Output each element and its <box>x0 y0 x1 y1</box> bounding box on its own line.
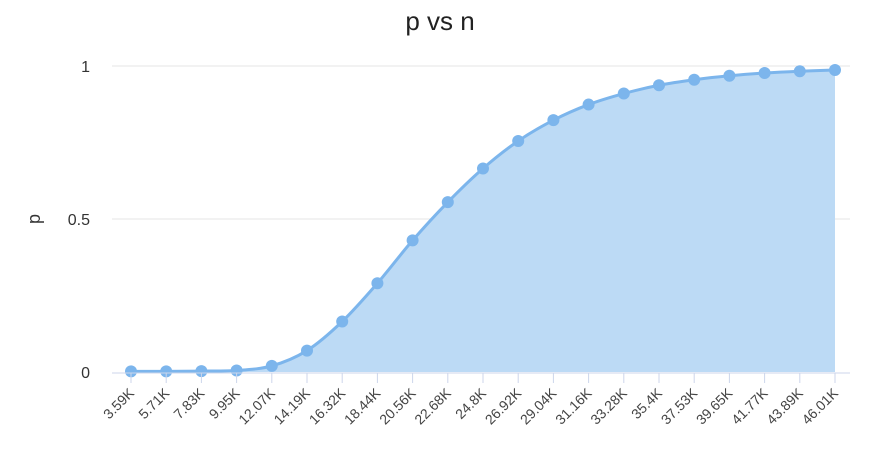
x-tick-label-5: 14.19K <box>270 384 313 427</box>
data-point-16[interactable] <box>688 73 701 86</box>
x-tick-label-6: 16.32K <box>306 384 349 427</box>
y-tick-label-1: 0.5 <box>68 212 90 229</box>
x-tick-label-7: 18.44K <box>341 384 384 427</box>
data-point-12[interactable] <box>547 114 560 127</box>
x-tick-label-2: 7.83K <box>170 384 208 422</box>
y-axis-label: p <box>24 214 44 224</box>
y-axis-ticks: 00.51 <box>68 59 90 382</box>
x-tick-label-17: 39.65K <box>693 384 736 427</box>
data-point-10[interactable] <box>477 162 489 175</box>
x-axis-ticks: 3.59K5.71K7.83K9.95K12.07K14.19K16.32K18… <box>100 373 842 427</box>
data-point-8[interactable] <box>406 234 419 247</box>
data-point-9[interactable] <box>441 196 454 209</box>
chart-title: p vs n <box>405 6 474 36</box>
y-tick-label-2: 1 <box>81 59 90 76</box>
x-tick-label-0: 3.59K <box>100 384 138 422</box>
x-tick-label-4: 12.07K <box>235 384 278 427</box>
y-tick-label-0: 0 <box>81 365 90 382</box>
x-tick-label-14: 33.28K <box>587 384 630 427</box>
data-point-1[interactable] <box>160 365 173 378</box>
data-point-7[interactable] <box>371 277 384 290</box>
data-point-18[interactable] <box>758 67 771 80</box>
x-tick-label-8: 20.56K <box>376 384 419 427</box>
x-tick-label-9: 22.68K <box>411 384 454 427</box>
data-point-11[interactable] <box>512 134 525 147</box>
data-point-19[interactable] <box>793 65 806 78</box>
data-point-20[interactable] <box>829 63 841 76</box>
x-tick-label-20: 46.01K <box>798 384 841 427</box>
data-point-15[interactable] <box>653 79 665 92</box>
data-points <box>125 63 841 378</box>
x-tick-label-16: 37.53K <box>658 384 701 427</box>
data-point-13[interactable] <box>582 98 595 111</box>
data-point-2[interactable] <box>195 365 208 378</box>
data-point-0[interactable] <box>125 365 137 378</box>
x-tick-label-19: 43.89K <box>763 384 806 427</box>
x-tick-label-12: 29.04K <box>517 384 560 427</box>
data-point-4[interactable] <box>265 359 278 372</box>
data-point-14[interactable] <box>617 87 630 100</box>
data-point-5[interactable] <box>301 344 313 357</box>
data-point-6[interactable] <box>336 315 349 328</box>
x-tick-label-11: 26.92K <box>482 384 525 427</box>
x-tick-label-1: 5.71K <box>135 384 173 422</box>
data-point-17[interactable] <box>723 69 736 82</box>
x-tick-label-18: 41.77K <box>728 384 771 427</box>
area-fill <box>131 69 835 372</box>
x-tick-label-13: 31.16K <box>552 384 595 427</box>
